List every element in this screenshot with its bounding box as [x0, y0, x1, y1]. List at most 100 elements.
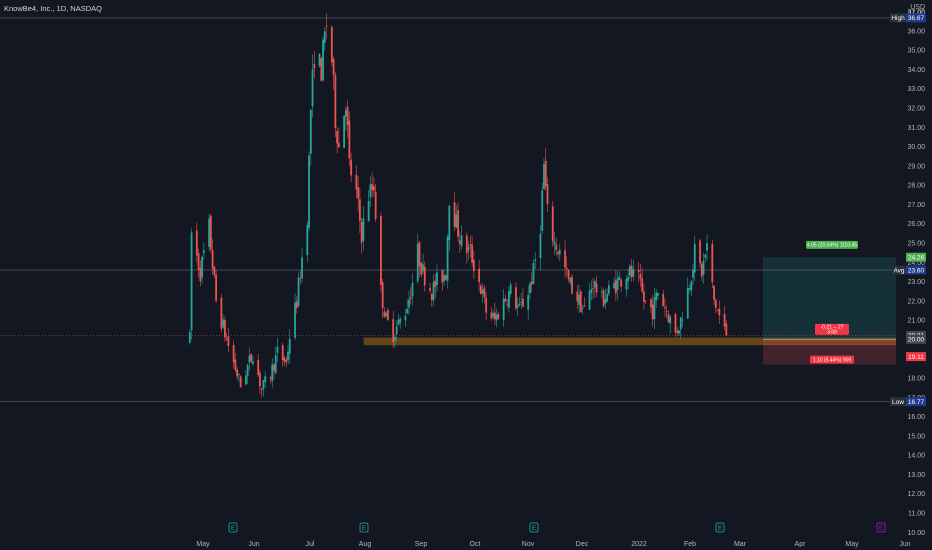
candle-body[interactable] [502, 298, 505, 320]
candle-body[interactable] [522, 298, 524, 307]
candle-body[interactable] [593, 281, 596, 288]
candle-body[interactable] [311, 69, 314, 107]
candle-body[interactable] [350, 159, 353, 176]
candle-body[interactable] [323, 31, 326, 44]
candle-body[interactable] [579, 291, 582, 313]
earnings-badge[interactable]: E [228, 522, 238, 533]
candle-body[interactable] [318, 53, 321, 66]
candle-body[interactable] [385, 312, 388, 317]
candle-body[interactable] [392, 319, 395, 343]
candle-body[interactable] [602, 290, 605, 307]
candle-body[interactable] [281, 345, 284, 361]
candle-body[interactable] [190, 232, 193, 331]
candle-body[interactable] [380, 215, 382, 285]
candle-body[interactable] [239, 376, 242, 388]
candle-body[interactable] [330, 26, 333, 63]
candles-layer[interactable] [188, 13, 728, 398]
candle-body[interactable] [553, 241, 556, 246]
candle-body[interactable] [713, 285, 715, 300]
candle-body[interactable] [469, 244, 472, 247]
candle-body[interactable] [497, 313, 500, 319]
candle-body[interactable] [558, 249, 561, 255]
candle-body[interactable] [273, 364, 275, 372]
candle-body[interactable] [269, 377, 272, 379]
candle-body[interactable] [690, 281, 693, 291]
candle-body[interactable] [686, 287, 689, 319]
candle-body[interactable] [467, 246, 470, 251]
candle-body[interactable] [653, 297, 656, 320]
candle-body[interactable] [201, 256, 203, 278]
candle-body[interactable] [699, 240, 701, 264]
candle-body[interactable] [348, 120, 351, 159]
candle-body[interactable] [188, 332, 191, 343]
candle-body[interactable] [490, 312, 493, 319]
profit-label[interactable]: 4.05 (20.04%) 1110.45 [806, 240, 858, 249]
candle-body[interactable] [639, 274, 642, 279]
candle-body[interactable] [399, 318, 402, 323]
candle-body[interactable] [676, 331, 679, 333]
candle-body[interactable] [460, 235, 463, 246]
candle-body[interactable] [448, 205, 451, 241]
candle-body[interactable] [283, 357, 286, 363]
candle-body[interactable] [483, 287, 486, 298]
candle-body[interactable] [409, 297, 412, 299]
candle-body[interactable] [688, 288, 691, 290]
candle-body[interactable] [520, 302, 523, 304]
candle-body[interactable] [565, 267, 568, 270]
candle-body[interactable] [423, 266, 426, 286]
candle-body[interactable] [441, 270, 444, 283]
candle-body[interactable] [404, 315, 407, 321]
candle-body[interactable] [583, 305, 586, 307]
candle-body[interactable] [714, 299, 717, 309]
candle-body[interactable] [227, 336, 230, 346]
candle-body[interactable] [322, 39, 324, 80]
candle-body[interactable] [276, 346, 279, 353]
candle-body[interactable] [430, 294, 433, 301]
candle-body[interactable] [446, 236, 449, 281]
candle-body[interactable] [325, 25, 328, 27]
candle-body[interactable] [546, 184, 549, 205]
candle-body[interactable] [557, 251, 559, 254]
candle-body[interactable] [555, 244, 558, 251]
candle-body[interactable] [416, 244, 419, 282]
candle-body[interactable] [308, 155, 310, 228]
candle-body[interactable] [681, 319, 684, 321]
candle-body[interactable] [481, 290, 484, 294]
candle-body[interactable] [667, 314, 670, 323]
candle-body[interactable] [238, 374, 240, 375]
candle-body[interactable] [614, 280, 617, 293]
candle-body[interactable] [518, 303, 521, 306]
candle-body[interactable] [387, 309, 389, 320]
candle-body[interactable] [506, 303, 509, 305]
risk-label[interactable]: 1.10 (5.44%) 909 [810, 355, 854, 364]
candle-body[interactable] [465, 235, 468, 254]
candle-body[interactable] [371, 184, 374, 190]
candle-body[interactable] [530, 281, 533, 285]
candle-body[interactable] [320, 58, 323, 81]
candle-body[interactable] [334, 75, 337, 128]
candle-body[interactable] [429, 287, 431, 291]
candle-body[interactable] [516, 305, 519, 308]
candle-body[interactable] [288, 338, 291, 354]
candle-body[interactable] [259, 372, 261, 387]
candle-body[interactable] [336, 131, 338, 144]
candle-body[interactable] [257, 359, 260, 376]
candle-body[interactable] [367, 201, 370, 221]
candle-body[interactable] [625, 279, 628, 290]
support-zone[interactable] [363, 337, 897, 346]
candle-body[interactable] [406, 308, 409, 314]
candle-body[interactable] [702, 260, 705, 275]
candle-body[interactable] [606, 294, 609, 302]
candle-body[interactable] [569, 278, 572, 283]
candle-body[interactable] [252, 361, 254, 364]
candle-body[interactable] [432, 281, 435, 301]
earnings-badge[interactable]: E [715, 522, 725, 533]
candle-body[interactable] [515, 287, 517, 309]
candle-body[interactable] [248, 355, 251, 363]
candle-body[interactable] [383, 311, 386, 318]
candle-body[interactable] [472, 260, 475, 272]
long-position-tool[interactable] [763, 257, 896, 365]
candle-body[interactable] [471, 244, 474, 263]
candle-body[interactable] [607, 285, 610, 294]
